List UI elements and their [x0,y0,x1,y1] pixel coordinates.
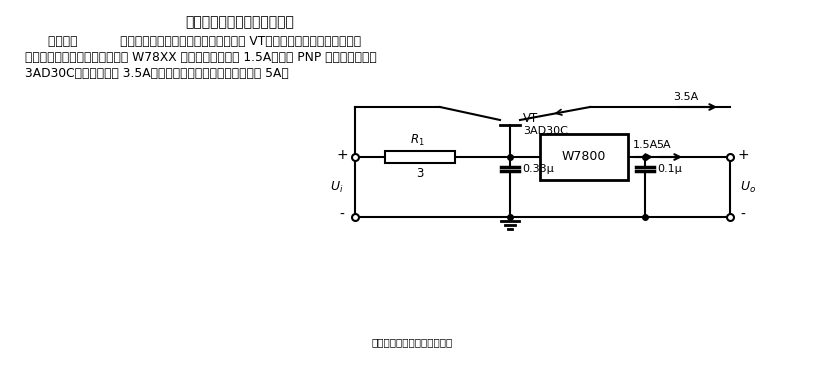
Text: 0.1μ: 0.1μ [657,164,681,174]
Bar [540,134,628,180]
Text: $R_1$: $R_1$ [410,133,425,148]
Text: 0.33μ: 0.33μ [522,164,554,174]
Text: 1.5A: 1.5A [633,140,658,150]
Text: 扩展三端稳压器输出电流电路: 扩展三端稳压器输出电流电路 [371,337,453,347]
Text: $U_o$: $U_o$ [740,180,756,195]
Text: 管组成复合调整管。三端稳压器 W78XX 的最大输出电流为 1.5A，外接 PNP 型大功率晶体管: 管组成复合调整管。三端稳压器 W78XX 的最大输出电流为 1.5A，外接 PN… [25,51,377,64]
Text: 3AD30C: 3AD30C [523,126,568,136]
Text: 3AD30C，输出电流为 3.5A，因此整个稳压电源的输出电流为 5A。: 3AD30C，输出电流为 3.5A，因此整个稳压电源的输出电流为 5A。 [25,67,289,80]
Text: 扩展三端稳压器输出电流电路: 扩展三端稳压器输出电流电路 [185,15,294,29]
Text: 3: 3 [416,167,424,180]
Text: -: - [340,208,345,222]
Bar [385,151,455,163]
Text: 电路如图           所示，在外电路接入一只大功率三极管 VT，使其与三端稳压器内部调整: 电路如图 所示，在外电路接入一只大功率三极管 VT，使其与三端稳压器内部调整 [48,35,361,48]
Text: -: - [741,208,746,222]
Text: VT: VT [523,112,538,126]
Text: +: + [737,148,749,162]
Text: +: + [336,148,348,162]
Text: W7800: W7800 [562,150,607,164]
Text: $U_i$: $U_i$ [330,180,344,195]
Text: 5A: 5A [656,140,671,150]
Text: 3.5A: 3.5A [673,92,698,102]
